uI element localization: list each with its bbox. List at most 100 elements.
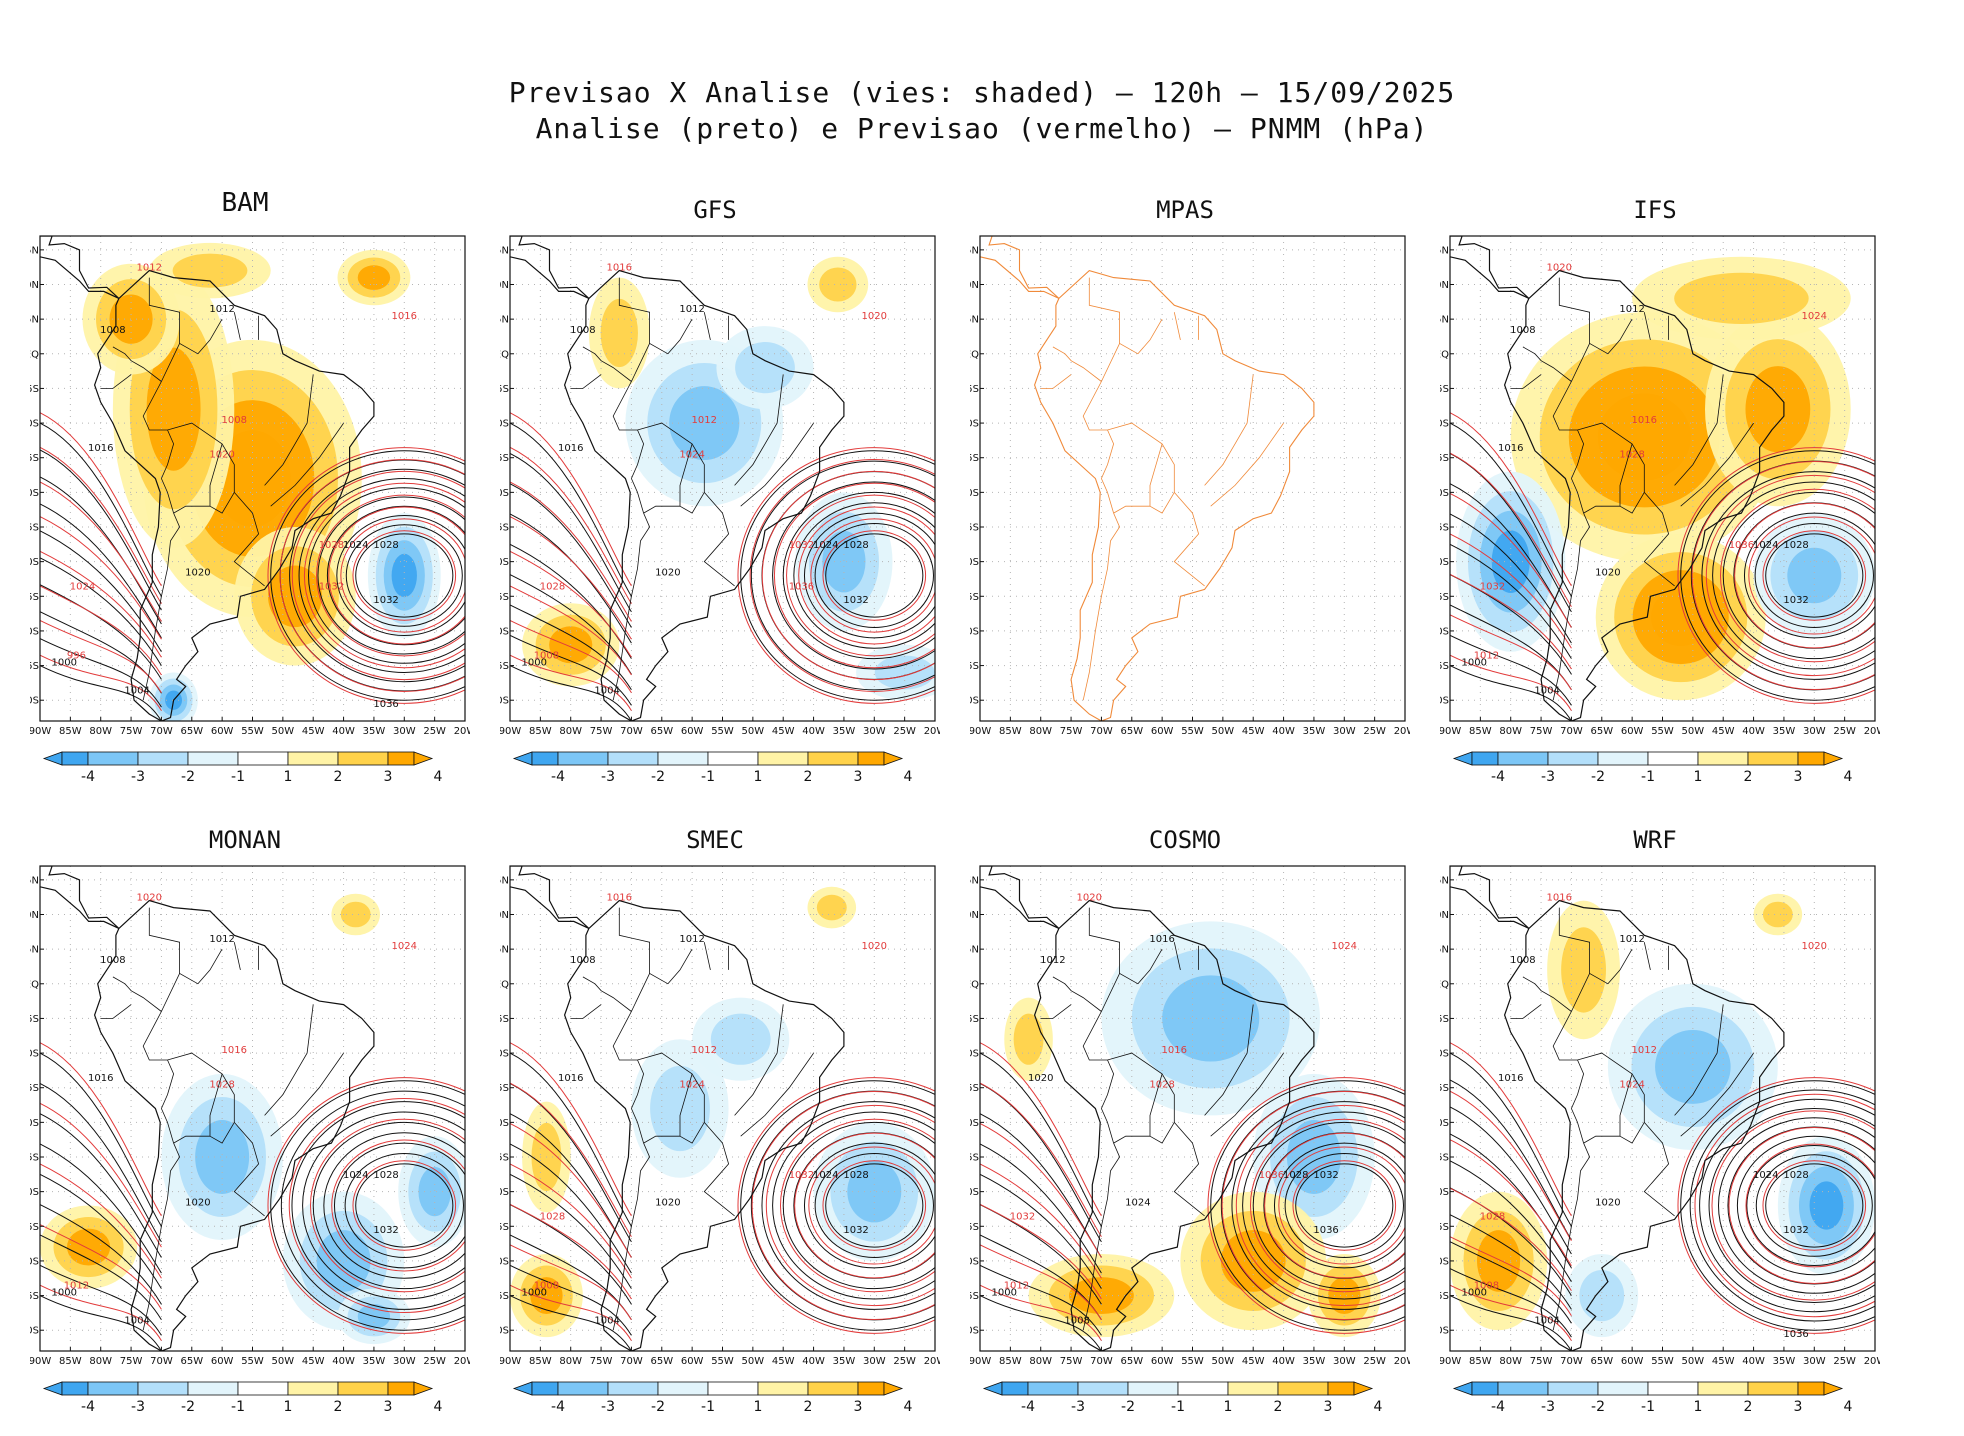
colorbar-label: 1 (1694, 1399, 1703, 1414)
isobar-line (510, 1264, 632, 1336)
lat-tick-label: 15N (500, 875, 509, 886)
panel-ifs: IFS 1000 1004 1008 1012 1016 1020 1024 1028 1032… (1440, 196, 1880, 784)
contour-label: 996 (67, 651, 86, 662)
lon-tick-label: 65W (180, 726, 203, 737)
colorbar-segment (757, 1381, 809, 1396)
lat-tick-label: 20S (500, 488, 509, 499)
country-border (1522, 346, 1572, 382)
contour-label: 1008 (534, 1281, 559, 1292)
country-border (1040, 374, 1072, 389)
lat-tick-label: 15S (30, 453, 39, 464)
contour-label: 1028 (1283, 1170, 1308, 1181)
lon-tick-label: 45W (1712, 726, 1735, 737)
colorbar-label: 2 (804, 1399, 813, 1414)
lon-tick-label: 45W (302, 726, 325, 737)
isobar-ring (331, 1139, 465, 1272)
isobar-line (40, 584, 162, 680)
bias-region (650, 1065, 710, 1152)
lon-tick-label: 20W (1394, 726, 1410, 737)
lat-tick-label: 30S (500, 1187, 509, 1198)
lon-tick-label: 85W (59, 1356, 82, 1367)
contour-label: 1036 (789, 581, 814, 592)
contour-label: 1028 (540, 581, 565, 592)
isobar-line (40, 1163, 162, 1279)
lat-tick-label: 45S (500, 661, 509, 672)
panel-bam: BAM 1000 1004 1008 1012 1016 1020 1024 1028 1032… (30, 188, 470, 784)
isobar-line (510, 620, 632, 694)
lon-tick-label: 70W (150, 726, 173, 737)
lat-tick-label: 10S (1440, 419, 1449, 430)
lat-tick-label: 5S (970, 384, 979, 395)
isobar-line (510, 1173, 632, 1289)
colorbar-label: -4 (551, 1399, 565, 1414)
country-border (570, 1004, 602, 1019)
coastline-central-america (1450, 236, 1530, 299)
country-border (1082, 1108, 1121, 1331)
lat-tick-label: 20S (30, 1118, 39, 1129)
colorbar-segment (187, 751, 239, 766)
colorbar-segment (1497, 1381, 1549, 1396)
isobar-ring (808, 1146, 935, 1265)
lon-tick-label: 30W (1803, 726, 1826, 737)
contour-label: 1012 (1619, 934, 1644, 945)
coastline-central-america (980, 866, 1060, 929)
lon-tick-label: 55W (1181, 726, 1204, 737)
colorbar-label: 4 (904, 769, 913, 784)
lat-tick-label: 40S (1440, 1256, 1449, 1267)
isobar-ring (1235, 1104, 1405, 1307)
figure-title-line-1: Previsao X Analise (vies: shaded) – 120h… (508, 76, 1456, 109)
colorbar-segment (1797, 1381, 1825, 1396)
colorbar-arrow-right (1353, 1381, 1374, 1396)
isobar-line (1450, 1079, 1572, 1241)
country-border (264, 374, 314, 486)
lat-tick-label: 15N (1440, 245, 1449, 256)
country-border (1674, 1004, 1724, 1116)
colorbar-segment (607, 751, 659, 766)
country-border (1674, 374, 1724, 486)
contour-label: 1012 (692, 1045, 717, 1056)
isobar-ring (1273, 1142, 1405, 1269)
lat-tick-label: 25S (30, 1153, 39, 1164)
lon-tick-label: 85W (1469, 726, 1492, 737)
contour-label: 1032 (1313, 1170, 1338, 1181)
isobar-line (40, 654, 162, 711)
lat-tick-label: 15S (1440, 453, 1449, 464)
isobar-ring (1708, 1108, 1875, 1303)
contour-label: 1012 (209, 304, 234, 315)
country-border (1643, 312, 1651, 340)
colorbar-segment (757, 751, 809, 766)
isobar-ring (288, 1097, 465, 1314)
colorbar-segment (657, 751, 709, 766)
isobar-line (510, 1295, 632, 1351)
contour-label: 1016 (1162, 1045, 1187, 1056)
colorbar-label: 3 (384, 1399, 393, 1414)
contour-label: 1032 (1010, 1211, 1035, 1222)
lon-tick-label: 65W (1120, 726, 1143, 737)
isobar-ring (336, 514, 465, 637)
contour-label: 1012 (1619, 304, 1644, 315)
colorbar-segment (1077, 1381, 1129, 1396)
colorbar-segment (1127, 1381, 1179, 1396)
colorbar-label: -3 (1071, 1399, 1085, 1414)
isobar-ring (1694, 1093, 1875, 1318)
lon-tick-label: 90W (30, 726, 51, 737)
lon-tick-label: 20W (924, 726, 940, 737)
lon-tick-label: 35W (833, 1356, 856, 1367)
map-wrf: 1000 1004 1008 1012 1016 1020 1024 1028 1032 1036… (1440, 865, 1880, 1414)
isobar-line (40, 1082, 162, 1243)
isobar-ring (1278, 1146, 1405, 1265)
colorbar-label: -1 (1171, 1399, 1185, 1414)
isobar-line (1450, 1295, 1572, 1351)
lon-tick-label: 40W (802, 726, 825, 737)
isobar-ring (814, 523, 934, 628)
lat-tick-label: 10N (970, 910, 979, 921)
isobar-ring (333, 1142, 465, 1269)
colorbar-label: -1 (231, 769, 245, 784)
country-border (734, 1004, 784, 1116)
lat-tick-label: EQ (30, 349, 39, 360)
contour-label: 1032 (373, 595, 398, 606)
colorbar-label: 3 (1794, 1399, 1803, 1414)
isobar-line (40, 1284, 162, 1341)
bias-region (816, 894, 847, 921)
